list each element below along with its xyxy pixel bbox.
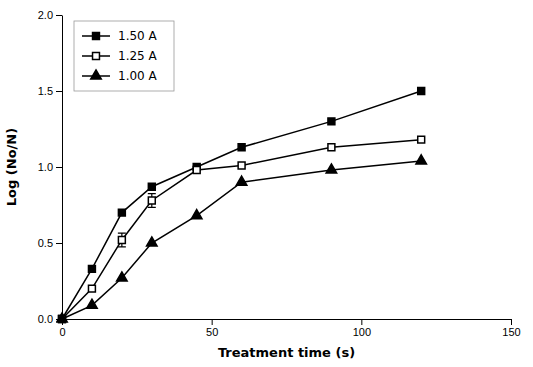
point: [238, 162, 245, 169]
series-line: [62, 91, 421, 319]
y-tick-label: 0.5: [38, 237, 53, 249]
legend-marker: [93, 53, 100, 60]
legend-item: 1.00 A: [82, 69, 158, 83]
y-axis-line: [62, 16, 63, 320]
y-tick-mark: [56, 15, 62, 16]
point: [88, 285, 95, 292]
x-tick-mark: [511, 319, 512, 325]
y-tick-mark: [56, 243, 62, 244]
y-tick: 1.0: [38, 161, 62, 173]
series: [59, 136, 425, 322]
chart: 0 50 100 150 0.0 0.5 1.0 1.5 2.0 1.50 A 1.25 A 1.00…: [0, 0, 533, 367]
legend-item: 1.50 A: [82, 29, 158, 43]
series: [57, 155, 427, 322]
y-tick-label: 1.5: [38, 85, 53, 97]
x-tick: 150: [502, 319, 520, 338]
point: [118, 236, 125, 243]
point: [147, 237, 158, 246]
legend-frame: [74, 21, 174, 91]
point: [238, 144, 245, 151]
x-axis-title: Treatment time (s): [218, 345, 355, 360]
y-axis-title: Log (No/N): [4, 128, 19, 206]
point: [328, 144, 335, 151]
x-axis-line: [63, 319, 512, 320]
series-line: [62, 161, 421, 319]
legend-marker: [91, 70, 102, 79]
legend-marker: [93, 33, 100, 40]
x-tick-label: 100: [353, 326, 371, 338]
legend-item: 1.25 A: [82, 49, 158, 63]
y-tick-mark: [56, 167, 62, 168]
point: [57, 313, 68, 322]
plot: 0 50 100 150 0.0 0.5 1.0 1.5 2.0 1.50 A 1.25 A 1.00…: [38, 9, 521, 338]
point: [418, 88, 425, 95]
legend-label: 1.00 A: [118, 69, 158, 83]
point: [148, 183, 155, 190]
y-tick: 2.0: [38, 9, 62, 21]
series-line: [62, 140, 421, 319]
error-bar: [148, 194, 156, 208]
series: [59, 88, 425, 323]
point: [418, 136, 425, 143]
y-tick: 1.5: [38, 85, 62, 97]
marks: [57, 88, 427, 323]
point: [236, 176, 247, 185]
x-tick-mark: [212, 319, 213, 325]
point: [88, 265, 95, 272]
y-tick: 0.5: [38, 237, 62, 249]
point: [148, 197, 155, 204]
point: [416, 155, 427, 164]
point: [117, 272, 128, 281]
point: [118, 209, 125, 216]
x-tick-mark: [361, 319, 362, 325]
x-tick: 100: [353, 319, 371, 338]
point: [191, 210, 202, 219]
y-tick-mark: [56, 91, 62, 92]
y-tick-label: 2.0: [38, 9, 53, 21]
x-tick: 50: [206, 319, 218, 338]
point: [326, 164, 337, 173]
point: [87, 299, 98, 308]
x-tick-label: 150: [502, 326, 520, 338]
y-tick-label: 1.0: [38, 161, 53, 173]
point: [328, 118, 335, 125]
x-tick-label: 0: [59, 326, 65, 338]
legend: 1.50 A 1.25 A 1.00 A: [74, 21, 174, 91]
x-tick-label: 50: [206, 326, 218, 338]
error-bar: [118, 233, 126, 247]
legend-label: 1.50 A: [118, 29, 158, 43]
y-axis: 0.0 0.5 1.0 1.5 2.0: [38, 9, 63, 325]
x-axis: 0 50 100 150: [59, 319, 520, 338]
legend-label: 1.25 A: [118, 49, 158, 63]
point: [193, 167, 200, 174]
y-tick-label: 0.0: [38, 313, 53, 325]
